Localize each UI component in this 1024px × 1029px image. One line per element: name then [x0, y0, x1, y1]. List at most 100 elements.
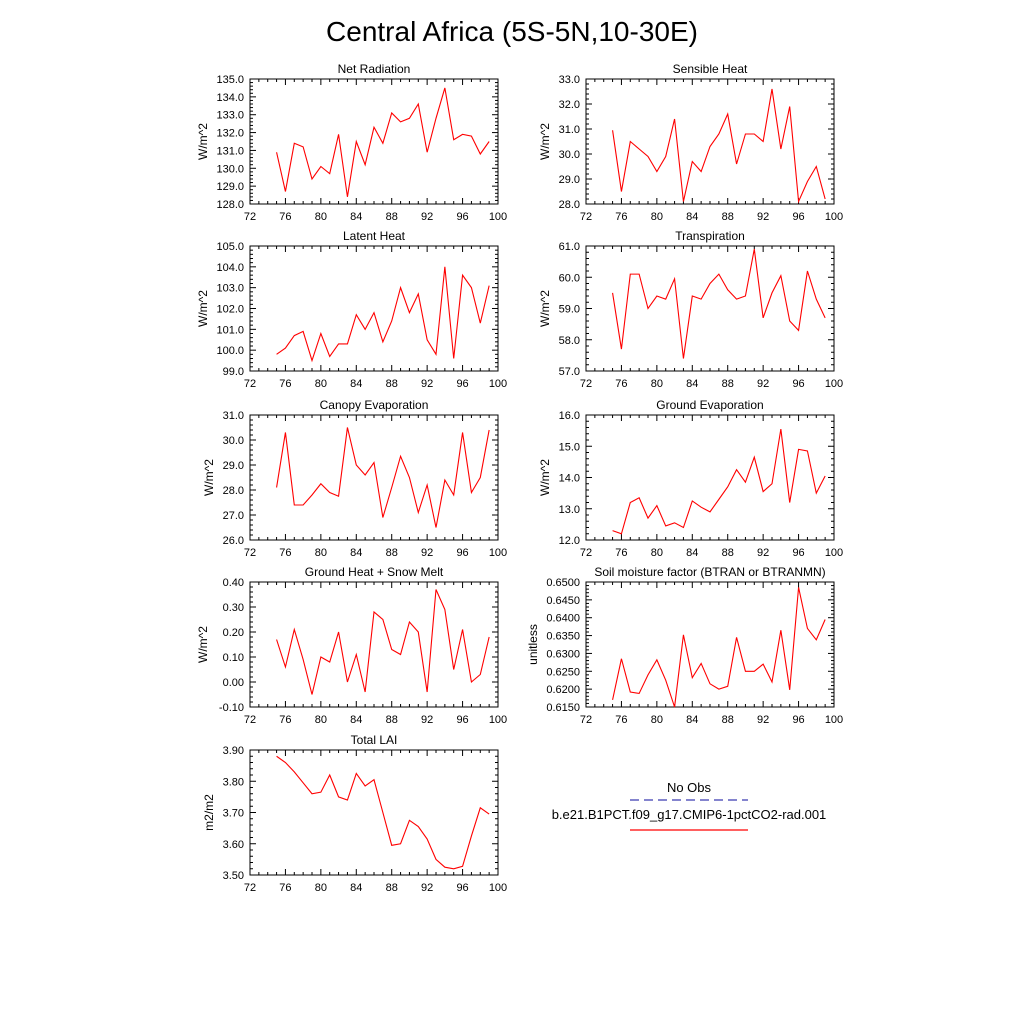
y-tick-label: 33.0	[559, 74, 580, 86]
y-tick-label: 131.0	[216, 145, 244, 157]
y-tick-label: 58.0	[559, 335, 580, 347]
y-tick-label: 13.0	[559, 504, 580, 516]
y-tick-label: 30.0	[559, 149, 580, 161]
y-tick-label: -0.10	[219, 702, 244, 714]
y-tick-label: 105.0	[216, 241, 244, 253]
x-tick-label: 72	[244, 378, 256, 390]
x-tick-label: 80	[651, 714, 663, 726]
y-tick-label: 99.0	[223, 366, 244, 378]
y-tick-label: 27.0	[223, 510, 244, 522]
series-line	[613, 249, 826, 358]
x-tick-label: 84	[686, 547, 698, 559]
y-tick-label: 60.0	[559, 272, 580, 284]
plot-frame	[586, 415, 834, 540]
x-tick-label: 96	[792, 547, 804, 559]
x-tick-label: 92	[757, 211, 769, 223]
y-tick-label: 128.0	[216, 199, 244, 211]
x-tick-label: 96	[456, 378, 468, 390]
x-tick-label: 96	[456, 882, 468, 894]
x-tick-label: 92	[421, 714, 433, 726]
x-tick-label: 80	[651, 378, 663, 390]
y-tick-label: 130.0	[216, 163, 244, 175]
x-tick-label: 88	[386, 547, 398, 559]
panel-title: Soil moisture factor (BTRAN or BTRANMN)	[594, 565, 825, 579]
panel-title: Ground Heat + Snow Melt	[305, 565, 444, 579]
x-tick-label: 88	[722, 211, 734, 223]
y-tick-label: 3.70	[223, 808, 244, 820]
y-tick-label: 135.0	[216, 74, 244, 86]
x-tick-label: 72	[580, 211, 592, 223]
y-tick-label: 31.0	[559, 124, 580, 136]
y-tick-label: 132.0	[216, 128, 244, 140]
y-axis-label: W/m^2	[538, 290, 552, 327]
y-tick-label: 0.6500	[546, 577, 580, 589]
x-tick-label: 72	[580, 378, 592, 390]
main-title: Central Africa (5S-5N,10-30E)	[326, 16, 698, 47]
y-tick-label: 28.0	[223, 485, 244, 497]
x-tick-label: 72	[244, 714, 256, 726]
x-tick-label: 88	[386, 714, 398, 726]
y-tick-label: 15.0	[559, 441, 580, 453]
x-tick-label: 100	[825, 714, 843, 726]
panel-title: Latent Heat	[343, 229, 406, 243]
y-tick-label: 0.30	[223, 602, 244, 614]
x-tick-label: 84	[350, 882, 362, 894]
y-axis-label: W/m^2	[196, 290, 210, 327]
legend-label-model: b.e21.B1PCT.f09_g17.CMIP6-1pctCO2-rad.00…	[552, 807, 827, 822]
y-tick-label: 3.90	[223, 745, 244, 757]
x-tick-label: 96	[792, 378, 804, 390]
plot-frame	[250, 415, 498, 540]
x-tick-label: 92	[421, 211, 433, 223]
x-tick-label: 84	[686, 378, 698, 390]
x-tick-label: 76	[279, 547, 291, 559]
y-tick-label: 104.0	[216, 262, 244, 274]
y-tick-label: 0.20	[223, 627, 244, 639]
y-tick-label: 3.80	[223, 776, 244, 788]
y-tick-label: 59.0	[559, 304, 580, 316]
x-tick-label: 100	[825, 211, 843, 223]
y-tick-label: 28.0	[559, 199, 580, 211]
y-tick-label: 61.0	[559, 241, 580, 253]
x-tick-label: 96	[456, 211, 468, 223]
y-tick-label: 134.0	[216, 92, 244, 104]
x-tick-label: 100	[825, 547, 843, 559]
x-tick-label: 84	[350, 211, 362, 223]
plot-frame	[250, 582, 498, 707]
series-line	[277, 590, 490, 695]
y-tick-label: 0.6350	[546, 631, 580, 643]
x-tick-label: 92	[421, 378, 433, 390]
y-tick-label: 129.0	[216, 181, 244, 193]
y-tick-label: 0.10	[223, 652, 244, 664]
plot-frame	[586, 246, 834, 371]
y-tick-label: 101.0	[216, 324, 244, 336]
x-tick-label: 72	[244, 211, 256, 223]
panel-title: Net Radiation	[338, 62, 411, 76]
x-tick-label: 92	[421, 547, 433, 559]
panel-title: Total LAI	[351, 733, 398, 747]
y-tick-label: 31.0	[223, 410, 244, 422]
panels: Net Radiation 72 76 80 84 88 92 96 100 128.0 129.0…	[196, 62, 843, 894]
x-tick-label: 76	[279, 378, 291, 390]
y-tick-label: 30.0	[223, 435, 244, 447]
x-tick-label: 76	[615, 547, 627, 559]
y-tick-label: 3.60	[223, 839, 244, 851]
x-tick-label: 76	[615, 378, 627, 390]
x-tick-label: 84	[350, 547, 362, 559]
x-tick-label: 100	[489, 714, 507, 726]
x-tick-label: 100	[489, 211, 507, 223]
y-tick-label: 0.6300	[546, 648, 580, 660]
series-line	[277, 428, 490, 528]
y-tick-label: 32.0	[559, 99, 580, 111]
y-axis-label: W/m^2	[202, 459, 216, 496]
y-axis-label: W/m^2	[196, 123, 210, 160]
y-axis-label: m2/m2	[202, 794, 216, 831]
